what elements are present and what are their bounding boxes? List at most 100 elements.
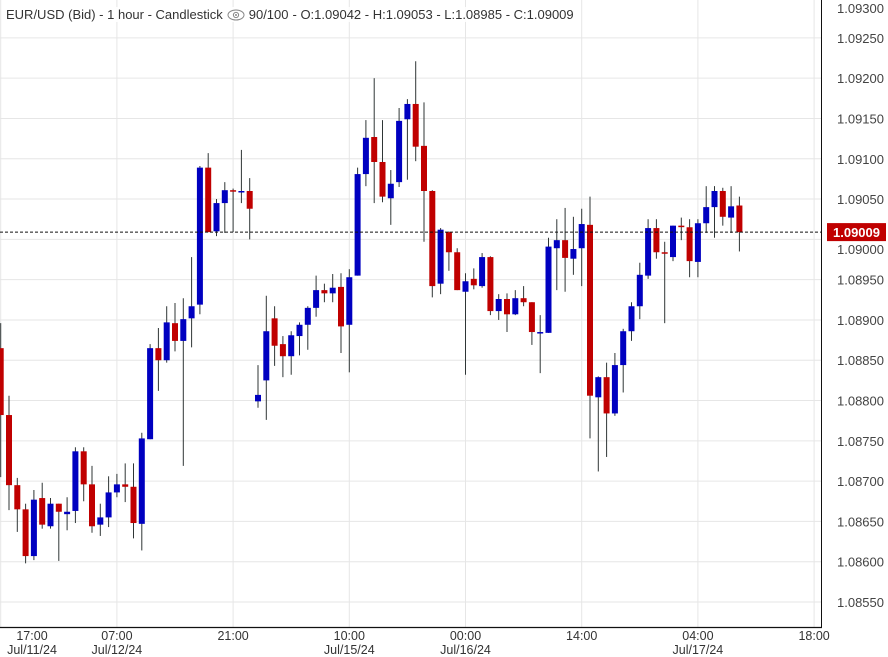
candle	[678, 217, 685, 241]
y-tick-label: 1.08800	[837, 394, 884, 409]
candle	[155, 328, 162, 391]
x-tick-time: 04:00	[682, 629, 713, 643]
y-tick-label: 1.08550	[837, 595, 884, 610]
candle	[512, 290, 519, 316]
candle	[313, 275, 320, 317]
eye-icon[interactable]	[227, 9, 245, 21]
candle	[221, 182, 228, 233]
candle	[230, 188, 237, 233]
candle-body-up	[694, 223, 701, 262]
x-tick-date: Jul/11/24	[7, 643, 57, 657]
candle-body-up	[578, 224, 585, 249]
x-tick-date: Jul/12/24	[92, 643, 143, 657]
candle-body-down	[454, 252, 461, 291]
candle-body-down	[271, 318, 278, 346]
candle	[653, 219, 660, 259]
candle	[379, 120, 386, 203]
candle-body-down	[55, 503, 62, 512]
y-tick-label: 1.09250	[837, 31, 884, 46]
candle-body-up	[711, 191, 718, 208]
x-tick-time: 18:00	[798, 629, 829, 643]
candle	[213, 199, 220, 237]
candle-body-up	[296, 324, 303, 337]
candle	[437, 228, 444, 295]
candle	[396, 107, 403, 187]
candle	[661, 241, 668, 324]
x-tick-date: Jul/16/24	[440, 643, 491, 657]
candle	[412, 61, 419, 162]
candle	[196, 166, 203, 315]
candle	[504, 293, 510, 333]
candle-body-down	[89, 484, 95, 527]
candle	[553, 219, 560, 291]
candle-body-down	[371, 137, 378, 162]
y-tick-label: 1.08600	[837, 555, 884, 570]
candle-body-down	[80, 451, 87, 485]
candle-body-up	[163, 322, 170, 361]
candle-body-up	[611, 365, 618, 414]
candle-body-up	[728, 206, 735, 218]
candle-body-down	[22, 509, 29, 557]
grid-lines	[0, 0, 821, 627]
x-tick-time: 07:00	[101, 629, 132, 643]
candle	[130, 463, 137, 539]
candle-body-up	[362, 137, 369, 175]
candle	[711, 186, 718, 238]
candle-body-up	[47, 503, 54, 527]
candle-body-down	[379, 161, 386, 197]
candle	[636, 262, 643, 320]
candle-body-down	[445, 232, 452, 253]
candle	[97, 503, 104, 536]
chart-title: EUR/USD (Bid) - 1 hour - Candlestick	[6, 7, 223, 22]
candle	[694, 219, 701, 278]
candle-body-up	[545, 246, 552, 333]
candle	[520, 286, 527, 307]
candle-body-up	[288, 335, 295, 357]
candle	[595, 376, 602, 472]
x-tick-time: 10:00	[334, 629, 365, 643]
candle-body-up	[553, 240, 560, 249]
candle	[445, 231, 452, 271]
candle-body-down	[429, 191, 436, 287]
candle-body-down	[562, 240, 569, 258]
candle-body-up	[437, 229, 444, 284]
candle	[113, 473, 120, 498]
last-price-badge	[827, 223, 886, 242]
candle-body-up	[628, 306, 635, 332]
candle	[362, 120, 369, 187]
candle	[304, 306, 311, 350]
candle	[55, 503, 62, 561]
candle-body-up	[138, 438, 145, 524]
candle	[487, 256, 494, 316]
candle	[528, 302, 535, 345]
candle	[138, 432, 145, 551]
y-tick-label: 1.08750	[837, 434, 884, 449]
candle-body-up	[105, 492, 112, 518]
candle-body-up	[221, 190, 228, 204]
y-tick-label: 1.08900	[837, 313, 884, 328]
candle	[620, 328, 627, 393]
candle	[611, 352, 618, 416]
candle	[736, 196, 743, 252]
y-tick-label: 1.08650	[837, 514, 884, 529]
candle-body-down	[172, 323, 178, 341]
candle	[354, 167, 361, 276]
candle	[371, 78, 378, 204]
candle-body-up	[396, 120, 403, 183]
bar-count: 90/100	[248, 7, 289, 22]
candle-body-down	[6, 415, 12, 486]
candle	[180, 298, 187, 466]
candle	[495, 294, 502, 320]
chart-title-bar: EUR/USD (Bid) - 1 hour - Candlestick 90/…	[6, 7, 574, 22]
candle-body-down	[155, 348, 162, 361]
candle-body-down	[520, 298, 527, 303]
candle	[163, 306, 170, 363]
candle-body-down	[122, 484, 129, 487]
candle	[728, 186, 735, 233]
candle	[296, 322, 303, 356]
candle-body-up	[645, 228, 652, 276]
candle	[703, 186, 710, 233]
y-tick-label: 1.09200	[837, 71, 884, 86]
